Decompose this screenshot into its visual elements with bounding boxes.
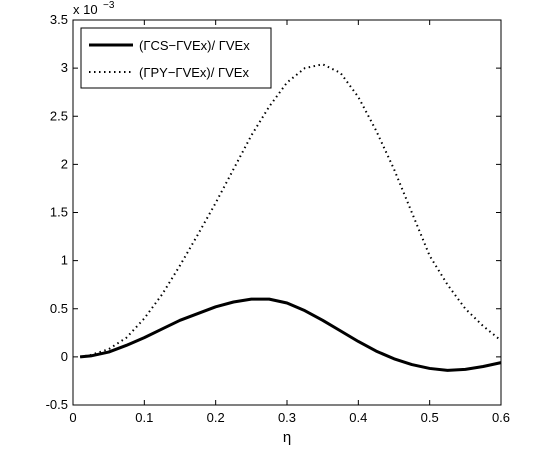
y-tick-label: 0 <box>61 349 68 364</box>
y-tick-label: 1.5 <box>50 205 68 220</box>
x-tick-label: 0.6 <box>492 410 510 425</box>
y-tick-label: 2 <box>61 156 68 171</box>
x-tick-label: 0.5 <box>421 410 439 425</box>
y-tick-label: 0.5 <box>50 301 68 316</box>
legend-label: (ΓCS−ΓVEx)/ ΓVEx <box>139 38 250 53</box>
legend-box <box>80 27 272 89</box>
y-multiplier-base: x 10 <box>73 2 98 17</box>
y-tick-label: -0.5 <box>46 397 68 412</box>
series-line <box>79 297 502 372</box>
x-tick-label: 0.2 <box>207 410 225 425</box>
x-tick-label: 0.1 <box>135 410 153 425</box>
y-tick-label: 1 <box>61 253 68 268</box>
legend-label: (ΓPY−ΓVEx)/ ΓVEx <box>139 65 249 80</box>
y-tick-label: 2.5 <box>50 108 68 123</box>
x-tick-label: 0 <box>69 410 76 425</box>
x-tick-label: 0.4 <box>349 410 367 425</box>
x-tick-label: 0.3 <box>278 410 296 425</box>
x-axis-label: η <box>283 429 291 446</box>
y-multiplier-exponent: −3 <box>103 0 115 11</box>
y-tick-label: 3.5 <box>50 12 68 27</box>
y-tick-label: 3 <box>61 60 68 75</box>
axes-box <box>72 19 502 406</box>
